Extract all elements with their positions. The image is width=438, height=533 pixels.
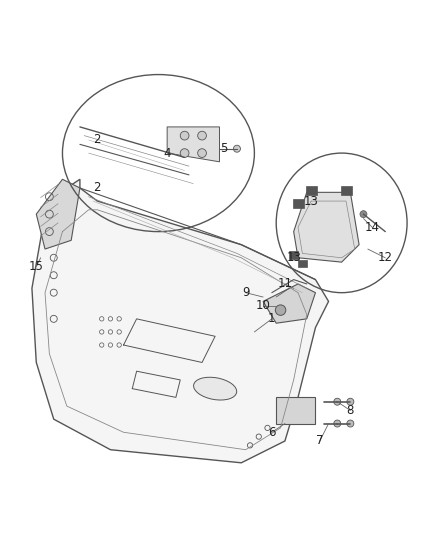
Text: 4: 4	[163, 147, 170, 159]
Text: 13: 13	[286, 251, 300, 264]
Bar	[297, 260, 306, 268]
Text: 9: 9	[241, 286, 249, 299]
Text: 12: 12	[377, 251, 392, 264]
Text: 1: 1	[268, 312, 275, 325]
Text: 11: 11	[277, 278, 292, 290]
Text: 2: 2	[93, 133, 101, 147]
Circle shape	[180, 131, 188, 140]
Text: 14: 14	[364, 221, 379, 234]
Circle shape	[346, 398, 353, 405]
Text: 10: 10	[255, 299, 270, 312]
Text: 7: 7	[315, 434, 323, 448]
Ellipse shape	[193, 377, 236, 400]
Polygon shape	[36, 179, 80, 249]
Text: 13: 13	[303, 195, 318, 207]
Text: 8: 8	[346, 404, 353, 417]
Bar	[305, 186, 316, 195]
Text: 2: 2	[93, 181, 101, 195]
Bar	[289, 251, 297, 259]
Polygon shape	[167, 127, 219, 162]
Bar	[340, 186, 351, 195]
Circle shape	[359, 211, 366, 217]
Circle shape	[180, 149, 188, 157]
Text: 5: 5	[220, 142, 227, 155]
Circle shape	[346, 420, 353, 427]
Polygon shape	[293, 192, 358, 262]
Polygon shape	[32, 179, 328, 463]
Circle shape	[197, 131, 206, 140]
Circle shape	[197, 149, 206, 157]
Bar	[292, 199, 303, 208]
Text: 15: 15	[29, 260, 44, 273]
Circle shape	[333, 398, 340, 405]
Circle shape	[333, 420, 340, 427]
Polygon shape	[276, 398, 315, 424]
Circle shape	[233, 145, 240, 152]
Polygon shape	[262, 284, 315, 323]
Text: 6: 6	[268, 426, 275, 439]
Circle shape	[275, 305, 285, 316]
